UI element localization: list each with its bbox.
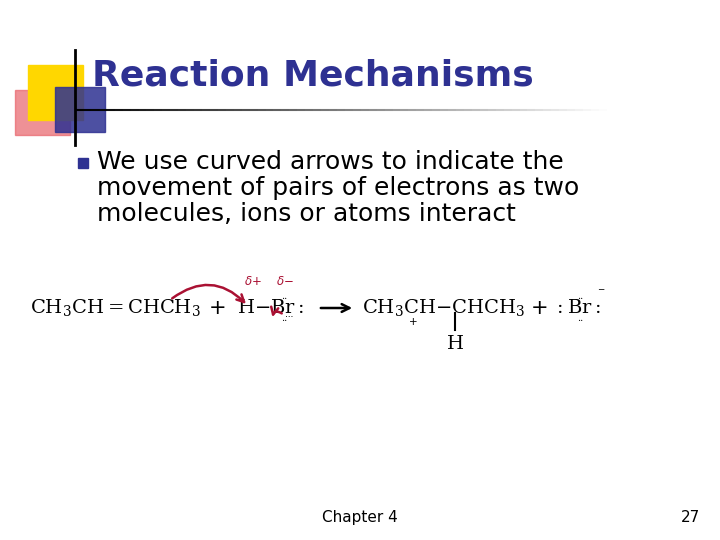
Text: $\delta$−: $\delta$− — [276, 275, 294, 288]
Text: $\mathregular{CH_3CH{=}CHCH_3}$: $\mathregular{CH_3CH{=}CHCH_3}$ — [30, 298, 201, 319]
Text: $\delta$+: $\delta$+ — [244, 275, 262, 288]
FancyBboxPatch shape — [15, 90, 70, 135]
Text: We use curved arrows to indicate the: We use curved arrows to indicate the — [97, 150, 564, 174]
Text: 27: 27 — [680, 510, 700, 525]
Text: H: H — [446, 335, 464, 353]
Bar — [28, 65, 83, 120]
Text: ..: .. — [281, 292, 287, 301]
Text: $\mathregular{CH_3CH{-}CHCH_3}$: $\mathregular{CH_3CH{-}CHCH_3}$ — [362, 298, 525, 319]
Text: ⋯: ⋯ — [285, 312, 293, 321]
Bar — [55, 87, 105, 132]
Text: $\mathregular{:Br:}$: $\mathregular{:Br:}$ — [553, 299, 601, 317]
Text: ..: .. — [577, 292, 583, 301]
Text: +: + — [210, 298, 227, 318]
Bar — [78, 158, 88, 168]
Text: ..: .. — [577, 314, 583, 323]
Text: +: + — [531, 298, 549, 318]
Text: molecules, ions or atoms interact: molecules, ions or atoms interact — [97, 202, 516, 226]
Text: Chapter 4: Chapter 4 — [322, 510, 398, 525]
FancyArrowPatch shape — [271, 307, 282, 314]
Text: +: + — [409, 317, 418, 327]
Text: $^-$: $^-$ — [596, 286, 606, 299]
Text: movement of pairs of electrons as two: movement of pairs of electrons as two — [97, 176, 580, 200]
Text: Reaction Mechanisms: Reaction Mechanisms — [92, 58, 534, 92]
Text: ..: .. — [281, 314, 287, 323]
Text: $\mathregular{H{-}Br:}$: $\mathregular{H{-}Br:}$ — [237, 299, 305, 317]
FancyArrowPatch shape — [172, 285, 244, 302]
